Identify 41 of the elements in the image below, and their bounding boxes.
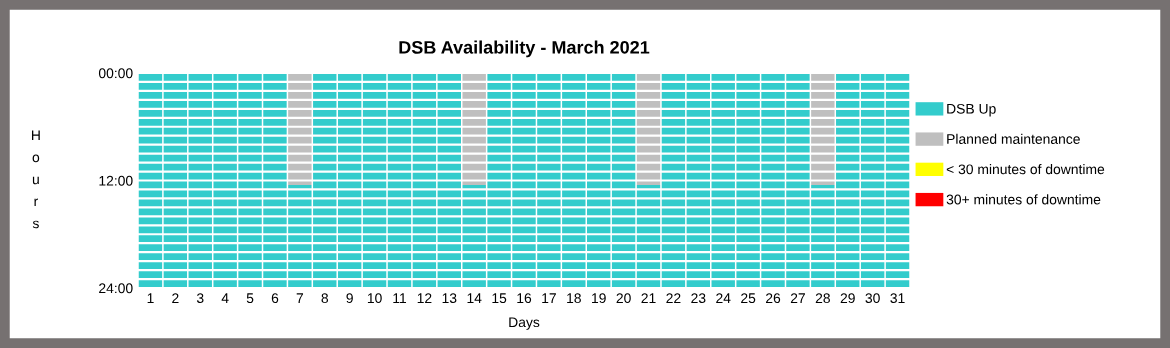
x-tick-label: 1 (147, 293, 154, 303)
x-tick-label: 20 (616, 293, 631, 304)
x-tick-label: 24 (716, 293, 731, 303)
x-tick-label: 28 (815, 293, 830, 304)
x-tick-label: 13 (442, 293, 457, 304)
x-tick-label: 8 (321, 293, 329, 304)
x-tick-label: 26 (766, 293, 781, 304)
x-tick-label: 29 (840, 293, 855, 304)
x-axis-title: Days (509, 317, 540, 330)
x-tick-label: 12 (417, 293, 432, 303)
x-tick-label: 22 (666, 293, 681, 303)
y-tick-label: 12:00 (99, 175, 133, 186)
x-tick-label: 7 (296, 293, 304, 303)
legend-label: < 30 minutes of downtime (946, 164, 1105, 175)
x-tick-label: 15 (492, 293, 507, 304)
x-tick-label: 2 (172, 293, 179, 303)
x-tick-label: 31 (890, 293, 905, 304)
x-tick-label: 4 (221, 293, 229, 303)
x-tick-label: 17 (542, 293, 556, 303)
x-tick-label: 27 (790, 293, 805, 303)
x-tick-label: 23 (691, 293, 706, 304)
x-tick-label: 25 (741, 293, 756, 304)
x-tick-label: 3 (196, 293, 204, 304)
x-tick-label: 19 (592, 293, 606, 304)
y-tick-label: 00:00 (98, 68, 133, 79)
legend-label: Planned maintenance (947, 133, 1080, 144)
x-tick-label: 10 (367, 293, 382, 304)
x-tick-label: 21 (641, 293, 656, 303)
x-tick-label: 18 (567, 293, 581, 304)
x-tick-label: 6 (271, 293, 279, 304)
y-tick-label: 24:00 (99, 283, 133, 294)
x-tick-label: 5 (246, 293, 254, 304)
x-tick-label: 9 (346, 293, 353, 304)
legend-label: DSB Up (947, 103, 996, 117)
x-tick-label: 11 (393, 293, 407, 303)
x-tick-label: 14 (467, 293, 482, 303)
x-tick-label: 16 (517, 293, 532, 304)
chart-title: DSB Availability - March 2021 (399, 40, 650, 58)
y-axis-title: Hours (32, 130, 40, 229)
x-tick-label: 30 (865, 293, 880, 304)
legend-label: 30+ minutes of downtime (946, 194, 1101, 205)
